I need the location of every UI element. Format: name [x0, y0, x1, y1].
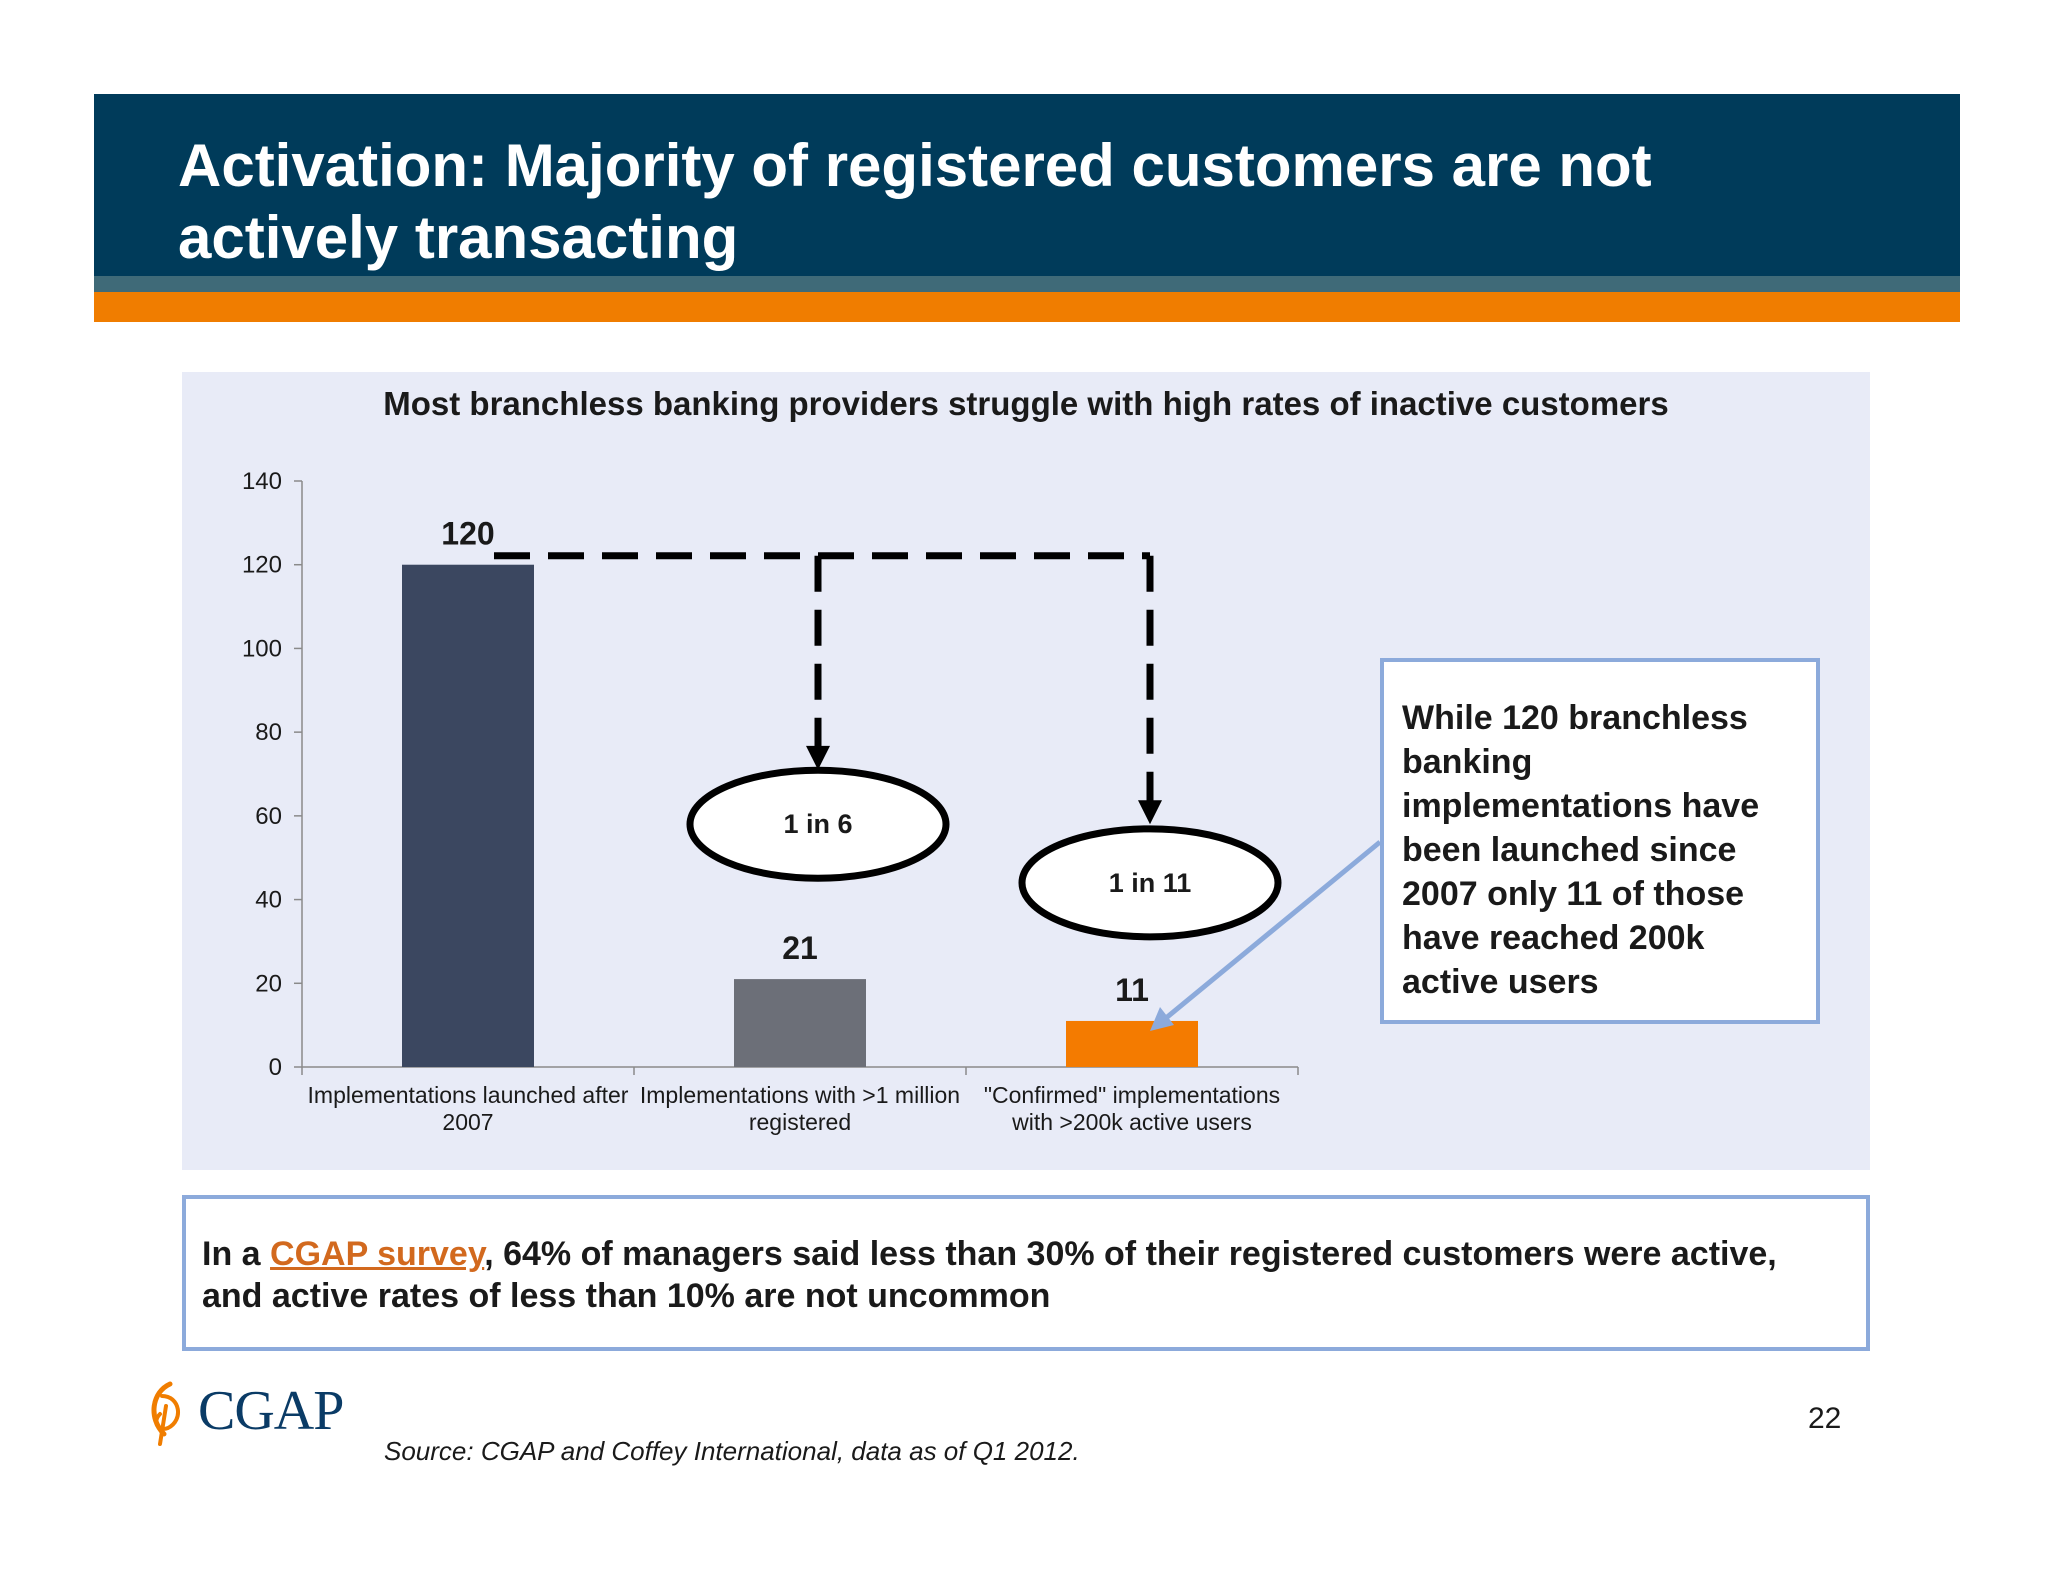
category-label: registered	[749, 1109, 851, 1135]
survey-note: In a CGAP survey, 64% of managers said l…	[202, 1233, 1842, 1317]
annotation-label: 1 in 6	[783, 809, 852, 839]
category-label: with >200k active users	[1011, 1109, 1252, 1135]
category-label: Implementations with >1 million	[640, 1082, 960, 1108]
cgap-leaf-icon	[151, 1381, 180, 1446]
annotation-label: 1 in 11	[1109, 868, 1192, 898]
callout-text: While 120 branchless banking implementat…	[1402, 699, 1760, 1001]
category-label: 2007	[442, 1109, 493, 1135]
annotation-ellipse	[686, 766, 950, 882]
data-label: 11	[1115, 972, 1149, 1008]
data-label: 120	[441, 516, 494, 552]
y-tick-label: 20	[255, 970, 282, 997]
cgap-logo: CGAP	[140, 1376, 344, 1446]
y-tick-label: 120	[242, 552, 282, 579]
y-tick-label: 60	[255, 803, 282, 830]
callout-pointer	[1158, 840, 1382, 1025]
bar	[402, 564, 534, 1067]
header-divider	[94, 276, 1960, 292]
survey-note-box: In a CGAP survey, 64% of managers said l…	[182, 1195, 1870, 1351]
y-tick-label: 100	[242, 635, 282, 662]
category-label: "Confirmed" implementations	[984, 1082, 1280, 1108]
accent-band	[94, 292, 1960, 322]
survey-note-suffix: , 64% of managers said less than 30% of …	[202, 1235, 1777, 1315]
header-bar: Activation: Majority of registered custo…	[94, 94, 1960, 276]
bar	[1066, 1020, 1198, 1067]
data-label: 21	[782, 930, 818, 966]
survey-note-prefix: In a	[202, 1235, 271, 1273]
category-label: Implementations launched after	[308, 1082, 629, 1108]
arrow-head-icon	[806, 745, 830, 770]
y-tick-label: 140	[242, 468, 282, 495]
annotation-ellipse	[1018, 825, 1282, 941]
bar	[734, 979, 866, 1067]
bar-chart: 0 20 40 60 80 100 120 140 120 Implementations lau…	[242, 468, 1382, 1135]
cgap-survey-link[interactable]: CGAP survey	[270, 1235, 485, 1273]
page-title: Activation: Majority of registered custo…	[178, 132, 1652, 271]
callout-box: While 120 branchless banking implementat…	[1380, 658, 1820, 1024]
arrow-head-icon	[1138, 800, 1162, 825]
y-tick-label: 0	[269, 1054, 282, 1081]
chart-title: Most branchless banking providers strugg…	[383, 385, 1669, 422]
y-tick-label: 80	[255, 719, 282, 746]
source-note: Source: CGAP and Coffey International, d…	[384, 1436, 1080, 1466]
callout-arrow-icon	[1150, 1006, 1174, 1031]
y-tick-label: 40	[255, 887, 282, 914]
logo-text: CGAP	[198, 1380, 344, 1442]
page-number: 22	[1808, 1402, 1842, 1435]
